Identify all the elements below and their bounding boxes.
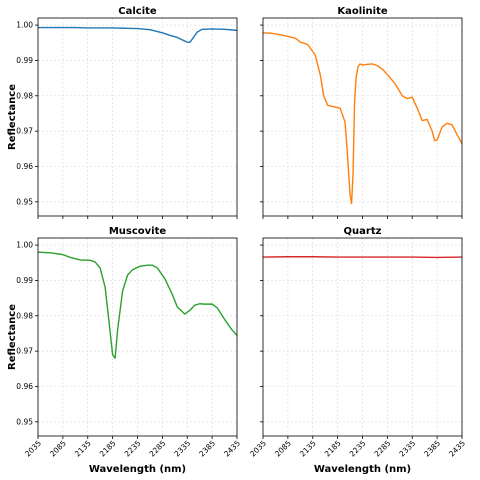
x-tick-label: 2235 [348, 438, 368, 458]
x-tick-label: 2185 [323, 438, 343, 458]
x-axis-label: Wavelength (nm) [314, 464, 411, 475]
x-tick-label: 2435 [447, 438, 467, 458]
x-tick-label: 2135 [73, 438, 93, 458]
x-tick-label: 2185 [98, 438, 118, 458]
panel-kaolinite: Kaolinite [260, 6, 463, 219]
x-tick-label: 2335 [172, 438, 192, 458]
y-tick-label: 0.96 [16, 162, 33, 171]
x-tick-label: 2285 [373, 438, 393, 458]
x-tick-label: 2085 [273, 438, 293, 458]
x-tick-label: 2335 [397, 438, 417, 458]
y-tick-label: 0.99 [16, 276, 33, 285]
y-tick-label: 1.00 [16, 241, 33, 250]
y-tick-label: 0.97 [16, 127, 33, 136]
x-tick-label: 2385 [197, 438, 217, 458]
x-tick-label: 2385 [422, 438, 442, 458]
y-tick-label: 1.00 [16, 21, 33, 30]
panel-quartz: 2035 2085 2135 2185 2235 2285 2335 2385 2435 Quar… [248, 226, 467, 459]
y-axis-label: Reflectance [7, 84, 18, 150]
y-tick-label: 0.95 [16, 417, 33, 426]
y-axis-label: Reflectance [7, 304, 18, 370]
y-tick-label: 0.97 [16, 347, 33, 356]
series-line-calcite [38, 26, 237, 44]
panel-title: Kaolinite [337, 6, 388, 17]
x-axis-label-left: Wavelength (nm) [89, 464, 186, 475]
y-axis-label-top: Reflectance [7, 84, 18, 150]
x-axis-label: Wavelength (nm) [89, 464, 186, 475]
y-tick-label: 0.98 [16, 311, 33, 320]
panel-calcite: 0.95 0.96 0.97 0.98 0.99 1.00 Calcite [16, 6, 238, 219]
series-line-muscovite [38, 251, 237, 359]
series-line-kaolinite [263, 32, 462, 205]
y-tick-label: 0.99 [16, 56, 33, 65]
x-tick-label: 2085 [48, 438, 68, 458]
x-tick-label: 2285 [148, 438, 168, 458]
x-tick-label: 2235 [123, 438, 143, 458]
panel-title: Calcite [118, 6, 157, 17]
series-line-quartz [263, 256, 462, 259]
y-tick-label: 0.96 [16, 382, 33, 391]
panel-title: Quartz [344, 226, 382, 237]
x-axis-label-right: Wavelength (nm) [314, 464, 411, 475]
x-tick-label: 2135 [298, 438, 318, 458]
y-axis-label-bottom: Reflectance [7, 304, 18, 370]
panel-title: Muscovite [109, 226, 167, 237]
y-tick-label: 0.98 [16, 91, 33, 100]
panel-muscovite: 0.95 0.96 0.97 0.98 0.99 1.00 2035 2085 2135 2185… [16, 226, 242, 459]
x-tick-label: 2035 [248, 438, 268, 458]
y-tick-label: 0.95 [16, 197, 33, 206]
x-tick-label: 2435 [222, 438, 242, 458]
x-tick-label: 2035 [23, 438, 43, 458]
